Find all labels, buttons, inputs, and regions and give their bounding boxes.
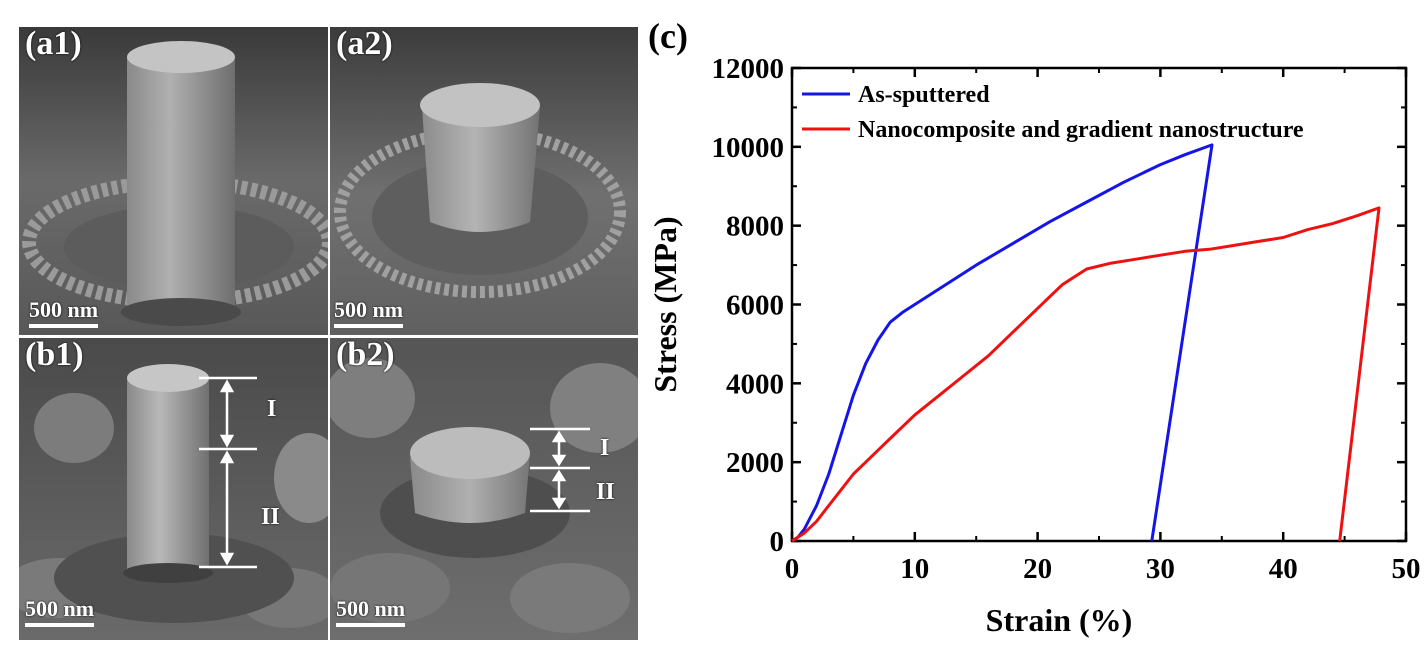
sem-panel-b1: (b1) I II 500 nm [19, 338, 328, 640]
sem-image-b1 [19, 338, 328, 640]
scale-bar: 500 nm [336, 596, 406, 627]
scale-bar: 500 nm [29, 297, 99, 328]
y-tick-label: 6000 [726, 290, 784, 322]
sem-image-a2 [330, 27, 638, 335]
panel-label: (b2) [336, 338, 395, 373]
y-tick-label: 2000 [726, 447, 784, 479]
x-tick-label: 20 [1023, 553, 1052, 585]
sem-panel-a2: (a2) 500 nm [330, 27, 638, 335]
chart-panel-label: (c) [648, 16, 688, 56]
panel-label: (b1) [25, 338, 84, 373]
series-line-as-sputtered [791, 143, 1214, 543]
sem-panel-b2: (b2) I II 500 nm [330, 338, 638, 640]
x-tick-label: 50 [1392, 553, 1421, 585]
region-label-II: II [261, 504, 280, 530]
y-tick-label: 0 [770, 526, 785, 558]
scale-bar-line [336, 623, 406, 627]
scale-bar-label: 500 nm [25, 596, 95, 621]
region-label-I: I [600, 435, 610, 461]
region-label-II: II [596, 479, 615, 505]
x-axis-label: Strain (%) [986, 602, 1133, 638]
x-tick-label: 0 [785, 553, 800, 585]
sem-image-a1 [19, 27, 328, 335]
legend-label: Nanocomposite and gradient nanostructure [858, 117, 1304, 143]
scale-bar-label: 500 nm [29, 297, 99, 322]
y-tick-label: 10000 [712, 132, 785, 164]
x-tick-label: 40 [1269, 553, 1298, 585]
y-axis-label: Stress (MPa) [647, 216, 683, 392]
sem-image-b2 [330, 338, 638, 640]
region-markers [530, 427, 590, 513]
panel-label: (a1) [25, 27, 82, 62]
scale-bar-label: 500 nm [334, 297, 404, 322]
y-tick-label: 4000 [726, 368, 784, 400]
x-tick-label: 30 [1146, 553, 1175, 585]
scale-bar-line [334, 324, 404, 328]
legend-label: As-sputtered [858, 82, 990, 108]
y-tick-label: 8000 [726, 211, 784, 243]
scale-bar-line [25, 623, 95, 627]
y-tick-label: 12000 [712, 53, 785, 85]
scale-bar-line [29, 324, 99, 328]
region-label-I: I [267, 396, 277, 422]
scale-bar-label: 500 nm [336, 596, 406, 621]
sem-panel-a1: (a1) 500 nm [19, 27, 328, 335]
scale-bar: 500 nm [25, 596, 95, 627]
plot-area: 0 2000 4000 6000 8000 10000 12000 0 10 20 30 40 50 As… [712, 53, 1421, 585]
series-line-nanocomposite [791, 206, 1381, 543]
panel-label: (a2) [336, 27, 393, 62]
x-tick-label: 10 [900, 553, 929, 585]
stress-strain-chart: (c) 0 2000 4000 6000 8000 10000 12000 0 10 20 30 40… [647, 16, 1421, 638]
region-markers [199, 376, 257, 569]
scale-bar: 500 nm [334, 297, 404, 328]
